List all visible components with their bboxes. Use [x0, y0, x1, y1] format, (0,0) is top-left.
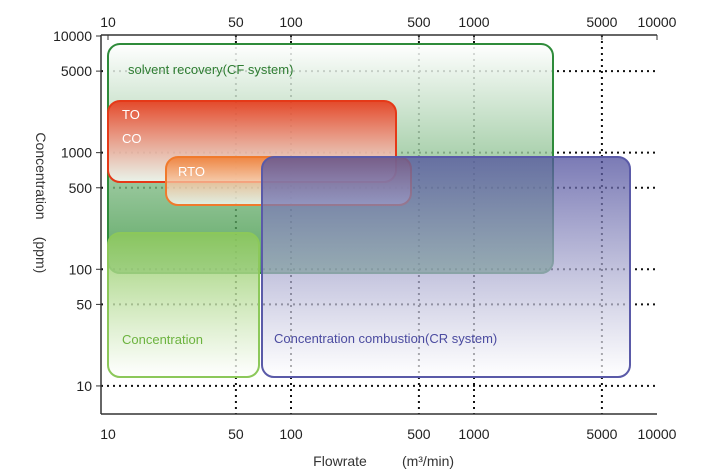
y-axis-title: Concentration: [33, 132, 49, 219]
x-axis-unit: (m³/min): [402, 453, 454, 469]
x-tick-label-top: 10: [100, 14, 116, 30]
x-tick-label-top: 500: [407, 14, 431, 30]
y-tick-label: 100: [69, 261, 93, 277]
x-tick-label: 100: [279, 426, 303, 442]
region-concentration-combustion-cr-system: [261, 156, 631, 378]
y-tick-label: 50: [76, 296, 92, 312]
x-tick-label: 10000: [638, 426, 677, 442]
region-label-concentration-combustion-cr-system: Concentration combustion(CR system): [274, 331, 497, 346]
region-label-solvent-recovery-cf-system: solvent recovery(CF system): [128, 62, 293, 77]
x-tick-label: 10: [100, 426, 116, 442]
x-tick-label: 50: [228, 426, 244, 442]
x-tick-label: 500: [407, 426, 431, 442]
y-tick-label: 1000: [61, 145, 92, 161]
y-axis-unit: (ppm): [33, 237, 49, 274]
y-tick-label: 5000: [61, 63, 92, 79]
region-label-concentration: Concentration: [122, 332, 203, 347]
x-tick-label-top: 100: [279, 14, 303, 30]
x-tick-label: 5000: [586, 426, 617, 442]
region-concentration: [107, 232, 260, 378]
x-tick-label: 1000: [458, 426, 489, 442]
y-tick-label: 500: [69, 180, 93, 196]
x-tick-label-top: 10000: [638, 14, 677, 30]
region-label-co: CO: [122, 131, 142, 146]
tick-labels: 10 10 50 50 100 100 500 500 1000 1000 5000 5000 1000…: [53, 14, 677, 442]
regions: solvent recovery(CF system) TO CO RTO Concen…: [107, 43, 631, 378]
y-tick-label: 10000: [53, 28, 92, 44]
x-axis-title: Flowrate: [313, 453, 367, 469]
axes: [100, 34, 657, 415]
x-tick-label-top: 1000: [458, 14, 489, 30]
x-tick-label-top: 50: [228, 14, 244, 30]
x-tick-label-top: 5000: [586, 14, 617, 30]
y-tick-label: 10: [76, 378, 92, 394]
region-label-rto: RTO: [178, 164, 205, 179]
region-label-to: TO: [122, 107, 140, 122]
